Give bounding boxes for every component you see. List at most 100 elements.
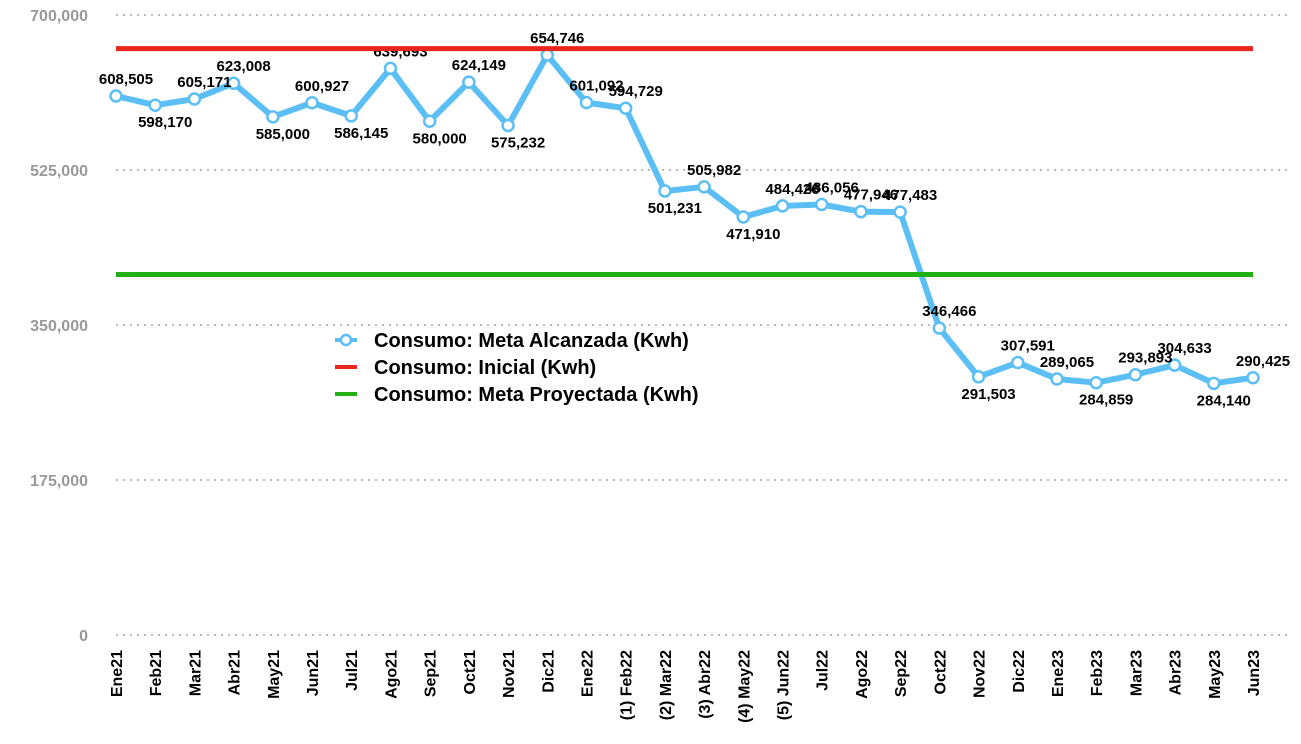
data-label: 307,591: [1001, 338, 1055, 355]
legend-marker: [339, 333, 353, 347]
x-tick-label: Jul21: [344, 650, 361, 691]
data-label: 284,140: [1197, 392, 1251, 409]
x-tick-label: Oct22: [932, 650, 949, 695]
data-point: [109, 89, 123, 103]
data-label: 580,000: [413, 130, 467, 147]
data-label: 623,008: [217, 58, 271, 75]
data-label: 586,145: [334, 125, 388, 142]
x-tick-label: Ago21: [383, 650, 400, 699]
data-label: 346,466: [922, 303, 976, 320]
x-tick-label: Sep21: [423, 650, 440, 697]
data-label: 477,483: [883, 187, 937, 204]
data-point: [697, 180, 711, 194]
data-point: [305, 96, 319, 110]
x-tick-label: Sep22: [893, 650, 910, 697]
data-point: [187, 92, 202, 106]
data-point: [814, 197, 829, 212]
data-label: 484,426: [765, 181, 819, 198]
x-tick-label: Abr23: [1168, 650, 1185, 695]
y-tick-label: 0: [79, 628, 88, 645]
data-label: 598,170: [138, 114, 192, 131]
data-point: [1128, 367, 1143, 382]
data-label: 289,065: [1040, 354, 1094, 371]
y-tick-label: 700,000: [30, 8, 88, 25]
x-tick-label: Ene22: [579, 650, 596, 697]
x-tick-label: Feb23: [1089, 650, 1106, 696]
x-tick-label: (1) Feb22: [619, 650, 636, 720]
data-label: 605,171: [177, 74, 231, 91]
data-label: 600,927: [295, 78, 349, 95]
x-tick-label: Feb21: [148, 650, 165, 696]
x-tick-label: May21: [266, 650, 283, 699]
data-label: 293,893: [1118, 350, 1172, 367]
x-tick-label: Oct21: [462, 650, 479, 695]
x-tick-label: Ene23: [1050, 650, 1067, 697]
data-point: [540, 48, 555, 62]
legend-label: Consumo: Meta Alcanzada (Kwh): [374, 330, 689, 352]
x-tick-label: Jun23: [1246, 650, 1263, 696]
x-tick-label: (3) Abr22: [697, 650, 714, 719]
data-point: [422, 114, 437, 129]
y-tick-label: 525,000: [30, 163, 88, 180]
data-point: [462, 75, 476, 89]
data-label: 505,982: [687, 162, 741, 179]
data-label: 585,000: [256, 126, 310, 143]
data-label: 575,232: [491, 135, 545, 152]
x-tick-label: Nov21: [501, 650, 518, 698]
x-tick-label: Ene21: [109, 650, 126, 697]
data-point: [932, 321, 947, 335]
x-tick-label: Ago22: [854, 650, 871, 699]
x-tick-label: Mar21: [187, 650, 204, 696]
data-label: 594,729: [609, 83, 663, 100]
x-tick-label: Dic21: [540, 650, 557, 693]
data-point: [1167, 358, 1182, 372]
data-point: [854, 204, 868, 219]
data-label: 477,946: [844, 187, 898, 204]
data-label: 624,149: [452, 57, 506, 74]
data-point: [1207, 376, 1221, 391]
data-point: [971, 370, 986, 384]
data-label: 601,092: [569, 78, 623, 95]
data-label: 471,910: [726, 226, 780, 243]
x-tick-label: Mar23: [1128, 650, 1145, 696]
x-tick-label: Abr21: [227, 650, 244, 695]
data-point: [1246, 371, 1260, 385]
x-tick-label: May23: [1207, 650, 1224, 699]
y-tick-label: 175,000: [30, 473, 88, 490]
x-tick-label: Dic22: [1011, 650, 1028, 693]
data-point: [1011, 355, 1025, 370]
data-label: 284,859: [1079, 392, 1133, 409]
data-point: [579, 95, 594, 110]
data-point: [775, 199, 790, 213]
data-label: 608,505: [99, 71, 153, 88]
data-label: 291,503: [961, 386, 1015, 403]
x-tick-label: (2) Mar22: [658, 650, 675, 720]
data-label: 304,633: [1157, 340, 1211, 357]
x-tick-label: (4) May22: [736, 650, 753, 723]
data-label: 654,746: [530, 30, 584, 47]
data-point: [344, 109, 358, 123]
data-label: 290,425: [1236, 353, 1290, 370]
x-tick-label: Nov22: [972, 650, 989, 698]
data-point: [1050, 372, 1064, 386]
legend-label: Consumo: Meta Proyectada (Kwh): [374, 384, 698, 406]
data-point: [618, 101, 633, 115]
data-point: [226, 76, 241, 90]
legend-label: Consumo: Inicial (Kwh): [374, 357, 596, 379]
data-point: [658, 184, 672, 198]
data-point: [736, 210, 751, 224]
x-tick-label: Jun21: [305, 650, 322, 696]
data-label: 639,693: [373, 43, 427, 60]
data-point: [266, 110, 280, 124]
data-label: 501,231: [648, 200, 702, 217]
y-tick-label: 350,000: [30, 318, 88, 335]
data-point: [383, 61, 398, 76]
x-tick-label: (5) Jun22: [776, 650, 793, 720]
data-point: [893, 205, 907, 219]
data-point: [148, 98, 162, 112]
data-point: [501, 118, 515, 133]
x-tick-label: Jul22: [815, 650, 832, 691]
data-label: 486,056: [805, 179, 859, 196]
data-point: [1089, 375, 1103, 390]
